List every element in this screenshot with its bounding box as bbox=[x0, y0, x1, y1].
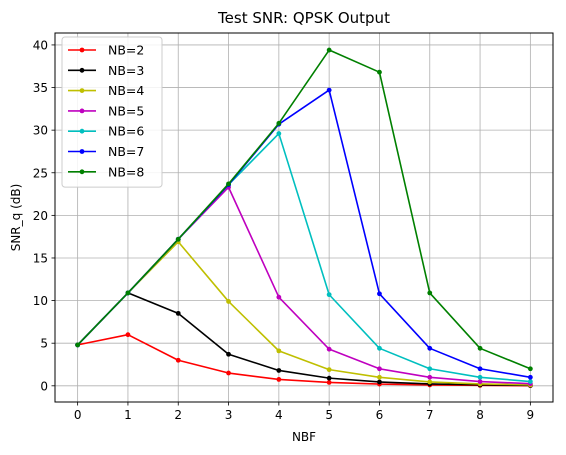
data-point bbox=[75, 343, 80, 348]
data-point bbox=[327, 380, 332, 385]
data-point bbox=[126, 332, 131, 337]
legend-marker bbox=[80, 48, 85, 53]
data-point bbox=[478, 366, 483, 371]
x-tick-label: 9 bbox=[527, 408, 535, 422]
data-point bbox=[427, 366, 432, 371]
x-tick-label: 7 bbox=[426, 408, 434, 422]
data-point bbox=[377, 380, 382, 385]
data-point bbox=[176, 311, 181, 316]
data-point bbox=[528, 375, 533, 380]
y-tick-label: 35 bbox=[33, 81, 48, 95]
x-tick-label: 4 bbox=[275, 408, 283, 422]
y-tick-label: 25 bbox=[33, 166, 48, 180]
data-point bbox=[327, 88, 332, 93]
x-tick-label: 1 bbox=[124, 408, 132, 422]
x-tick-label: 8 bbox=[476, 408, 484, 422]
data-point bbox=[276, 368, 281, 373]
data-point bbox=[226, 352, 231, 357]
data-point bbox=[528, 366, 533, 371]
y-tick-label: 15 bbox=[33, 251, 48, 265]
x-tick-label: 0 bbox=[74, 408, 82, 422]
y-tick-label: 30 bbox=[33, 124, 48, 138]
data-point bbox=[276, 348, 281, 353]
legend: NB=2 NB=3 NB=4 NB=5 NB=6 NB=7 NB=8 bbox=[62, 37, 162, 187]
y-tick-label: 10 bbox=[33, 294, 48, 308]
data-point bbox=[377, 70, 382, 75]
x-tick-label: 2 bbox=[174, 408, 182, 422]
data-point bbox=[276, 131, 281, 136]
data-point bbox=[327, 367, 332, 372]
legend-marker bbox=[80, 129, 85, 134]
y-tick-label: 0 bbox=[40, 379, 48, 393]
legend-marker bbox=[80, 169, 85, 174]
data-point bbox=[327, 48, 332, 53]
data-point bbox=[226, 181, 231, 186]
legend-label: NB=8 bbox=[108, 164, 144, 179]
data-point bbox=[176, 237, 181, 242]
legend-label: NB=4 bbox=[108, 83, 144, 98]
data-point bbox=[276, 295, 281, 300]
data-point bbox=[276, 377, 281, 382]
y-tick-label: 5 bbox=[40, 337, 48, 351]
x-tick-label: 5 bbox=[325, 408, 333, 422]
data-point bbox=[478, 346, 483, 351]
data-point bbox=[176, 358, 181, 363]
data-point bbox=[427, 291, 432, 296]
data-point bbox=[377, 291, 382, 296]
legend-label: NB=3 bbox=[108, 63, 144, 78]
data-point bbox=[478, 379, 483, 384]
data-point bbox=[427, 380, 432, 385]
legend-marker bbox=[80, 149, 85, 154]
data-point bbox=[226, 299, 231, 304]
legend-label: NB=7 bbox=[108, 144, 144, 159]
legend-label: NB=5 bbox=[108, 103, 144, 118]
legend-label: NB=6 bbox=[108, 124, 144, 139]
y-tick-label: 20 bbox=[33, 209, 48, 223]
data-point bbox=[427, 346, 432, 351]
data-point bbox=[226, 371, 231, 376]
x-axis-label: NBF bbox=[292, 430, 316, 444]
data-point bbox=[528, 379, 533, 384]
data-point bbox=[327, 347, 332, 352]
legend-marker bbox=[80, 109, 85, 114]
legend-marker bbox=[80, 68, 85, 73]
data-point bbox=[478, 375, 483, 380]
data-point bbox=[276, 121, 281, 126]
data-point bbox=[377, 375, 382, 380]
data-point bbox=[427, 375, 432, 380]
x-tick-label: 3 bbox=[225, 408, 233, 422]
chart-title: Test SNR: QPSK Output bbox=[217, 9, 390, 27]
y-axis-label: SNR_q (dB) bbox=[9, 184, 23, 252]
data-point bbox=[126, 291, 131, 296]
data-point bbox=[327, 292, 332, 297]
data-point bbox=[327, 376, 332, 381]
data-point bbox=[377, 366, 382, 371]
legend-marker bbox=[80, 88, 85, 93]
legend-label: NB=2 bbox=[108, 43, 144, 58]
data-point bbox=[377, 346, 382, 351]
x-tick-label: 6 bbox=[376, 408, 384, 422]
y-tick-label: 40 bbox=[33, 38, 48, 52]
